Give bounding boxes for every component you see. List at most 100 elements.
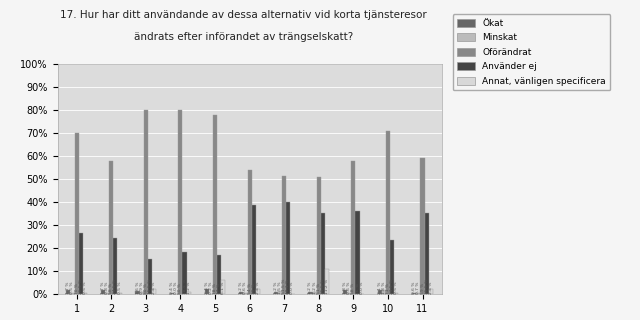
Bar <box>243 293 248 294</box>
Text: 15.5 %: 15.5 % <box>148 278 152 294</box>
Text: 0.6 %: 0.6 % <box>348 281 351 294</box>
Bar <box>148 259 152 294</box>
Bar <box>152 289 156 294</box>
Bar <box>74 133 79 294</box>
Bar <box>394 293 398 294</box>
Bar <box>144 110 148 294</box>
Bar <box>70 293 74 294</box>
Bar <box>390 240 394 294</box>
Bar <box>412 293 417 294</box>
Text: 17. Hur har ditt användande av dessa alternativ vid korta tjänsteresor: 17. Hur har ditt användande av dessa alt… <box>60 10 427 20</box>
Text: 0.6 %: 0.6 % <box>412 281 416 294</box>
Bar <box>381 290 386 294</box>
Text: 78 %: 78 % <box>213 283 217 294</box>
Text: 0.9 %: 0.9 % <box>140 281 143 294</box>
Text: 0.5 %: 0.5 % <box>118 281 122 294</box>
Bar <box>205 289 209 294</box>
Text: 71 %: 71 % <box>386 283 390 294</box>
Bar <box>429 289 433 294</box>
Text: 1.7 %: 1.7 % <box>67 281 70 294</box>
Bar <box>274 292 278 294</box>
Bar <box>213 115 217 294</box>
Text: 0.2 %: 0.2 % <box>209 281 213 294</box>
Text: 0.6 %: 0.6 % <box>243 281 248 294</box>
Text: 1.8 %: 1.8 % <box>343 281 347 294</box>
Text: 0.8 %: 0.8 % <box>105 281 109 294</box>
Bar <box>312 292 317 294</box>
Text: 1.8 %: 1.8 % <box>382 281 386 294</box>
Text: 1.7 %: 1.7 % <box>101 281 105 294</box>
Text: 58 %: 58 % <box>109 283 113 294</box>
Bar <box>386 131 390 294</box>
Bar <box>317 177 321 294</box>
Bar <box>101 291 105 294</box>
Bar <box>252 204 256 294</box>
Bar <box>136 291 140 294</box>
Text: 35.5 %: 35.5 % <box>321 278 325 294</box>
Bar <box>308 292 312 294</box>
Text: 1.5 %: 1.5 % <box>278 281 282 294</box>
Text: 2.4 %: 2.4 % <box>256 281 260 294</box>
Text: 0.4 %: 0.4 % <box>170 281 174 294</box>
Text: ändrats efter införandet av trängselskatt?: ändrats efter införandet av trängselskat… <box>134 32 353 42</box>
Bar <box>325 268 329 294</box>
Legend: Ökat, Minskat, Oförändrat, Använder ej, Annat, vänligen specificera: Ökat, Minskat, Oförändrat, Använder ej, … <box>452 14 611 91</box>
Text: 51.5 %: 51.5 % <box>282 278 286 294</box>
Bar <box>105 292 109 294</box>
Text: 0.0 %: 0.0 % <box>360 281 364 294</box>
Bar <box>286 202 291 294</box>
Text: 1.2 %: 1.2 % <box>312 281 317 294</box>
Bar <box>248 170 252 294</box>
Text: 54 %: 54 % <box>248 283 252 294</box>
Text: 80 %: 80 % <box>179 283 182 294</box>
Bar <box>278 291 282 294</box>
Bar <box>187 292 191 294</box>
Text: 2.4 %: 2.4 % <box>429 281 433 294</box>
Bar <box>179 110 182 294</box>
Text: 40.1 %: 40.1 % <box>286 279 291 294</box>
Bar <box>378 290 381 294</box>
Bar <box>113 238 118 294</box>
Text: 2.1 %: 2.1 % <box>378 281 381 294</box>
Text: 2.4 %: 2.4 % <box>205 281 209 294</box>
Text: 1.2 %: 1.2 % <box>308 281 312 294</box>
Bar <box>170 293 174 294</box>
Text: 2.4 %: 2.4 % <box>152 281 156 294</box>
Bar <box>355 212 360 294</box>
Text: 51 %: 51 % <box>317 283 321 294</box>
Text: 17 %: 17 % <box>217 283 221 294</box>
Text: 18.5 %: 18.5 % <box>182 278 187 294</box>
Bar <box>425 212 429 294</box>
Text: 35.5 %: 35.5 % <box>425 278 429 294</box>
Text: 0.0 %: 0.0 % <box>174 281 179 294</box>
Text: 0.5 %: 0.5 % <box>70 281 74 294</box>
Text: 0.5 %: 0.5 % <box>83 281 87 294</box>
Bar <box>343 290 347 294</box>
Bar <box>239 292 243 294</box>
Bar <box>67 291 70 294</box>
Bar <box>140 292 144 294</box>
Text: 80 %: 80 % <box>144 283 148 294</box>
Bar <box>417 293 420 294</box>
Bar <box>83 293 87 294</box>
Text: 1.2 %: 1.2 % <box>239 281 243 294</box>
Text: 70 %: 70 % <box>75 283 79 294</box>
Bar <box>282 176 286 294</box>
Text: 1.6 %: 1.6 % <box>136 281 140 294</box>
Bar <box>351 161 355 294</box>
Text: 11.2 %: 11.2 % <box>325 279 329 294</box>
Text: 36 %: 36 % <box>356 283 360 294</box>
Bar <box>79 233 83 294</box>
Text: 23.5 %: 23.5 % <box>390 278 394 294</box>
Text: 1.2 %: 1.2 % <box>187 281 191 294</box>
Text: 6.1 %: 6.1 % <box>221 281 225 294</box>
Text: 1.2 %: 1.2 % <box>274 281 278 294</box>
Text: 0.7 %: 0.7 % <box>417 281 420 294</box>
Text: 24.5 %: 24.5 % <box>113 278 117 294</box>
Bar <box>221 280 225 294</box>
Bar <box>420 158 425 294</box>
Text: 58 %: 58 % <box>351 283 355 294</box>
Bar <box>118 293 122 294</box>
Bar <box>347 293 351 294</box>
Bar <box>256 289 260 294</box>
